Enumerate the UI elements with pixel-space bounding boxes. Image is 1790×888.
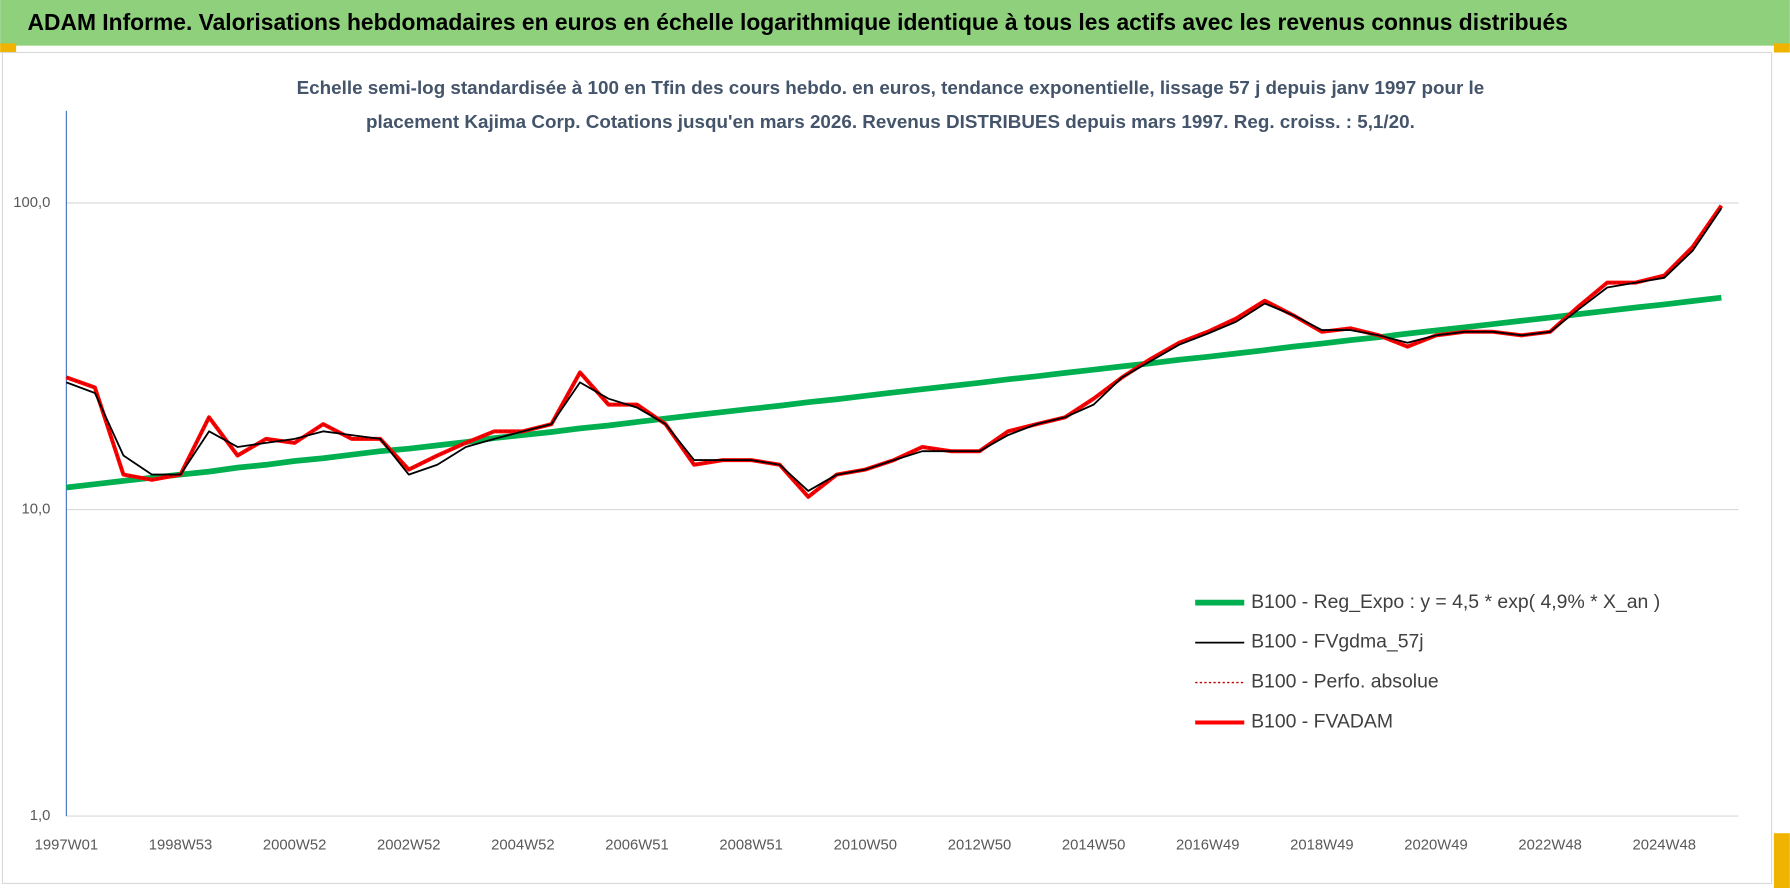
x-tick-label: 2014W50 [1062,838,1125,854]
legend-label: B100 - FVADAM [1251,711,1393,733]
x-tick-label: 2012W50 [948,838,1011,854]
x-tick-label: 2024W48 [1633,838,1696,854]
y-tick-label: 100,0 [13,195,50,211]
corner-mark [1773,833,1790,888]
series-line [66,207,1723,492]
x-tick-label: 2008W51 [719,838,782,854]
legend-label: B100 - FVgdma_57j [1251,631,1423,653]
y-tick-label: 1,0 [30,808,51,824]
x-tick-label: 2002W52 [377,838,440,854]
title-bar [0,0,1790,46]
x-tick-label: 2004W52 [491,838,554,854]
plot-frame [1,51,1773,885]
x-tick-label: 2020W49 [1404,838,1467,854]
x-tick-label: 2000W52 [263,838,326,854]
legend-label: B100 - Reg_Expo : y = 4,5 * exp( 4,9% * … [1251,591,1660,613]
corner-mark [1773,43,1790,53]
x-tick-label: 2018W49 [1290,838,1353,854]
series-line [66,294,1722,491]
chart-title: ADAM Informe. Valorisations hebdomadaire… [28,9,1568,35]
chart-subtitle: Echelle semi-log standardisée à 100 en T… [297,77,1485,98]
x-tick-label: 2010W50 [834,838,897,854]
x-tick-label: 1998W53 [149,838,212,854]
corner-mark [0,43,17,53]
x-tick-label: 2022W48 [1518,838,1581,854]
legend-label: B100 - Perfo. absolue [1251,671,1439,693]
x-tick-label: 2006W51 [605,838,668,854]
x-tick-label: 1997W01 [35,838,98,854]
chart-subtitle: placement Kajima Corp. Cotations jusqu'e… [366,111,1415,132]
y-tick-label: 10,0 [21,501,50,517]
x-tick-label: 2016W49 [1176,838,1239,854]
